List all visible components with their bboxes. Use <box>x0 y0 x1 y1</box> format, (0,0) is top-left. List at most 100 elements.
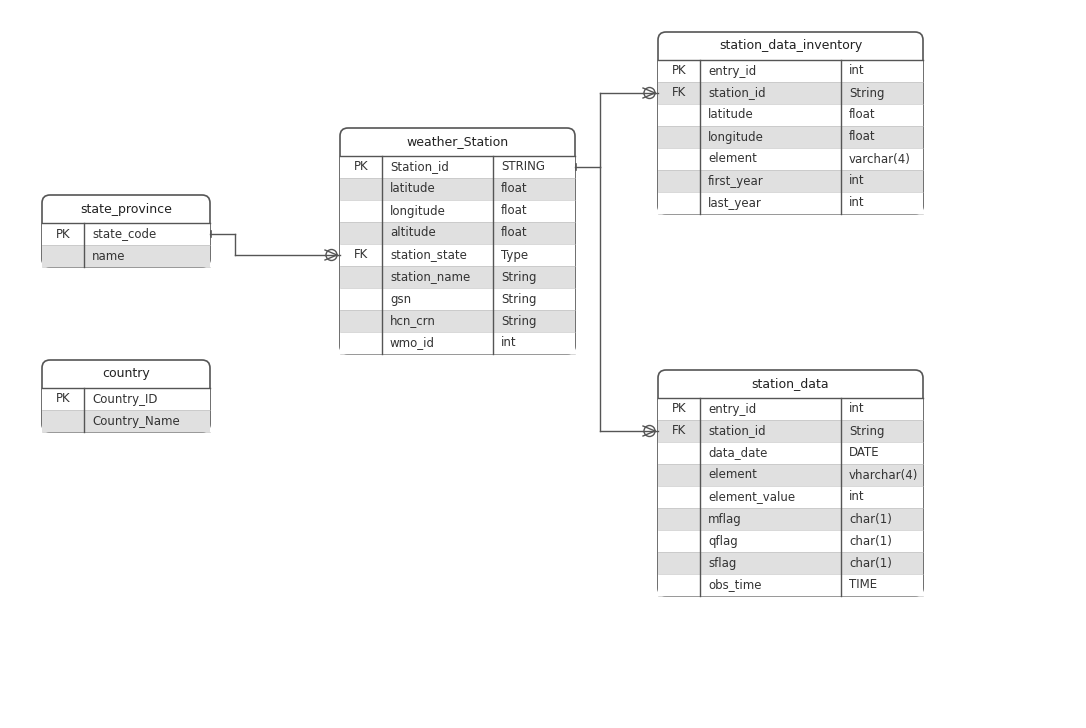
Bar <box>658 170 923 192</box>
Text: String: String <box>501 293 536 306</box>
Bar <box>340 288 574 310</box>
Text: Country_Name: Country_Name <box>92 414 180 427</box>
Text: PK: PK <box>671 403 686 416</box>
Text: STRING: STRING <box>501 160 545 173</box>
Bar <box>658 508 923 530</box>
Text: state_code: state_code <box>92 227 156 240</box>
Text: float: float <box>849 108 875 122</box>
Text: int: int <box>849 175 864 188</box>
Bar <box>42 388 210 410</box>
Text: entry_id: entry_id <box>708 403 756 416</box>
Bar <box>658 148 923 170</box>
Text: int: int <box>849 197 864 210</box>
Text: Type: Type <box>501 248 528 261</box>
Text: String: String <box>849 424 884 438</box>
Text: obs_time: obs_time <box>708 579 761 591</box>
Text: float: float <box>501 183 528 196</box>
Text: int: int <box>501 336 517 349</box>
Bar <box>658 530 923 552</box>
Text: int: int <box>849 65 864 77</box>
Text: char(1): char(1) <box>849 534 892 547</box>
Bar <box>340 332 574 354</box>
Text: int: int <box>849 491 864 504</box>
Text: vharchar(4): vharchar(4) <box>849 469 919 481</box>
Text: station_id: station_id <box>708 424 766 438</box>
Text: station_id: station_id <box>708 87 766 100</box>
Text: latitude: latitude <box>708 108 754 122</box>
Text: float: float <box>501 205 528 218</box>
Text: element: element <box>708 469 757 481</box>
Bar <box>340 178 574 200</box>
Bar <box>42 245 210 267</box>
Bar <box>340 222 574 244</box>
FancyBboxPatch shape <box>42 195 210 267</box>
Text: gsn: gsn <box>390 293 412 306</box>
Text: mflag: mflag <box>708 513 742 526</box>
Text: first_year: first_year <box>708 175 763 188</box>
Bar <box>658 126 923 148</box>
Text: PK: PK <box>671 65 686 77</box>
Text: altitude: altitude <box>390 226 435 240</box>
Text: sflag: sflag <box>708 556 736 569</box>
Text: String: String <box>849 87 884 100</box>
Text: TIME: TIME <box>849 579 877 591</box>
Bar <box>658 104 923 126</box>
Text: element_value: element_value <box>708 491 795 504</box>
Text: station_data: station_data <box>752 378 830 390</box>
Text: varchar(4): varchar(4) <box>849 152 911 165</box>
Bar <box>340 200 574 222</box>
Text: station_data_inventory: station_data_inventory <box>719 39 862 52</box>
Bar <box>340 156 574 178</box>
Text: PK: PK <box>354 160 368 173</box>
Text: FK: FK <box>672 87 686 100</box>
Bar <box>658 60 923 82</box>
Text: DATE: DATE <box>849 446 880 459</box>
FancyBboxPatch shape <box>658 370 923 596</box>
Text: int: int <box>849 403 864 416</box>
Text: Country_ID: Country_ID <box>92 392 157 405</box>
Circle shape <box>644 87 655 98</box>
Bar <box>340 244 574 266</box>
Text: float: float <box>849 130 875 143</box>
Circle shape <box>326 250 337 261</box>
Text: entry_id: entry_id <box>708 65 756 77</box>
Bar <box>658 486 923 508</box>
Text: FK: FK <box>672 424 686 438</box>
Bar <box>658 552 923 574</box>
Text: PK: PK <box>55 227 71 240</box>
Text: country: country <box>102 368 150 381</box>
FancyBboxPatch shape <box>658 32 923 214</box>
Bar <box>658 192 923 214</box>
Bar <box>658 464 923 486</box>
Bar <box>658 398 923 420</box>
Text: latitude: latitude <box>390 183 435 196</box>
Text: PK: PK <box>55 392 71 405</box>
Text: weather_Station: weather_Station <box>406 135 508 149</box>
Text: data_date: data_date <box>708 446 768 459</box>
Text: state_province: state_province <box>80 202 172 215</box>
Bar <box>658 574 923 596</box>
Bar <box>658 420 923 442</box>
FancyBboxPatch shape <box>340 128 574 354</box>
Text: last_year: last_year <box>708 197 762 210</box>
Text: String: String <box>501 314 536 328</box>
Bar <box>658 82 923 104</box>
Text: longitude: longitude <box>390 205 446 218</box>
Bar <box>42 410 210 432</box>
Text: element: element <box>708 152 757 165</box>
Text: float: float <box>501 226 528 240</box>
Bar <box>658 442 923 464</box>
Text: FK: FK <box>354 248 368 261</box>
Text: char(1): char(1) <box>849 556 892 569</box>
Bar <box>42 223 210 245</box>
Text: Station_id: Station_id <box>390 160 449 173</box>
Text: hcn_crn: hcn_crn <box>390 314 435 328</box>
Text: name: name <box>92 250 126 263</box>
Text: station_state: station_state <box>390 248 467 261</box>
FancyBboxPatch shape <box>42 360 210 432</box>
Bar <box>340 310 574 332</box>
Text: char(1): char(1) <box>849 513 892 526</box>
Text: longitude: longitude <box>708 130 763 143</box>
Text: station_name: station_name <box>390 271 470 283</box>
Bar <box>340 266 574 288</box>
